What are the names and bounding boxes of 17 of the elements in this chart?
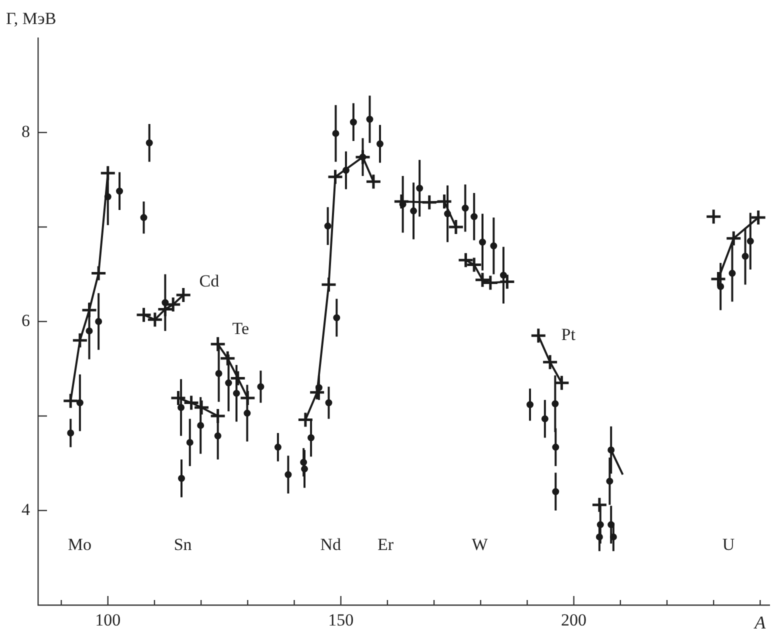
annotation: Nd (320, 534, 342, 554)
annotation: U (722, 534, 735, 554)
y-tick-label: 4 (22, 500, 30, 519)
x-tick-label: 150 (328, 610, 354, 630)
y-tick-label: 8 (22, 122, 30, 141)
annotation: W (472, 534, 489, 554)
annotation: Er (377, 534, 394, 554)
y-tick-label: 6 (22, 310, 30, 330)
x-tick-label: 200 (561, 610, 587, 630)
y-axis-title: Г, МэВ (6, 9, 56, 28)
annotation: Sn (174, 534, 192, 554)
annotation: Te (232, 318, 249, 338)
annotation: Pt (561, 325, 576, 344)
x-axis-title: A (754, 612, 767, 633)
x-tick-label: 100 (95, 610, 121, 630)
annotation: Cd (199, 271, 220, 290)
annotation: Mo (68, 534, 92, 554)
